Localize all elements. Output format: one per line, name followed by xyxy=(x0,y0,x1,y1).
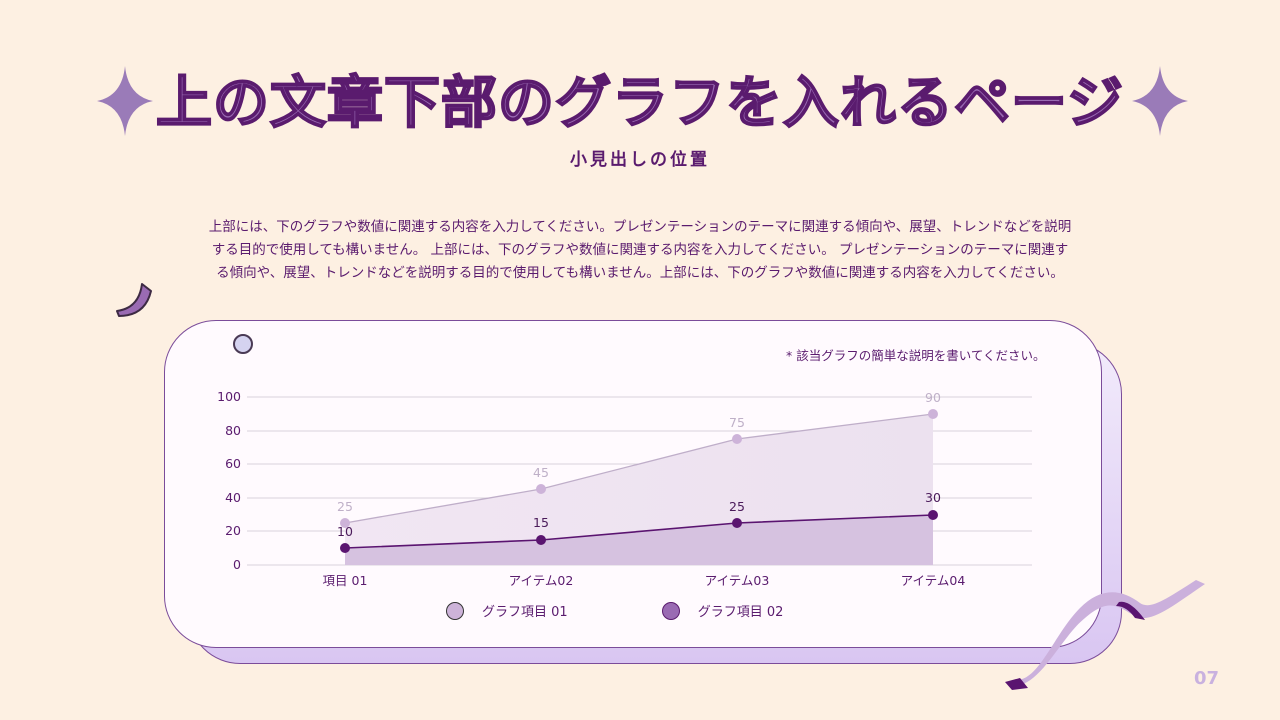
chart-legend: グラフ項目 01 グラフ項目 02 xyxy=(446,601,877,620)
svg-text:100: 100 xyxy=(217,389,241,404)
svg-text:75: 75 xyxy=(729,415,745,430)
svg-text:80: 80 xyxy=(225,423,241,438)
sparkle-right-icon xyxy=(1132,66,1188,136)
series-2-area xyxy=(345,515,933,565)
legend-swatch-icon xyxy=(661,601,680,620)
body-line: する目的で使用しても構いません。 上部には、下のグラフや数値に関連する内容を入力… xyxy=(211,242,1069,258)
svg-text:アイテム04: アイテム04 xyxy=(901,573,966,588)
legend-item: グラフ項目 01 xyxy=(446,601,568,620)
series-2-points xyxy=(340,510,938,553)
legend-swatch-icon xyxy=(446,601,464,620)
ribbon-decoration-icon xyxy=(1005,580,1205,690)
svg-text:10: 10 xyxy=(337,524,353,539)
svg-text:項目 01: 項目 01 xyxy=(323,573,368,588)
svg-text:25: 25 xyxy=(729,499,745,514)
crescent-moon-icon xyxy=(116,283,152,317)
svg-text:45: 45 xyxy=(533,465,549,480)
svg-text:アイテム02: アイテム02 xyxy=(509,573,574,588)
svg-text:30: 30 xyxy=(925,490,941,505)
chart-note: * 該当グラフの簡単な説明を書いてください。 xyxy=(786,348,1046,363)
body-paragraph: 上部には、下のグラフや数値に関連する内容を入力してください。プレゼンテーションの… xyxy=(160,216,1120,285)
svg-text:アイテム03: アイテム03 xyxy=(705,573,770,588)
body-line: 上部には、下のグラフや数値に関連する内容を入力してください。プレゼンテーションの… xyxy=(208,219,1072,235)
svg-text:0: 0 xyxy=(233,557,241,572)
body-line: る傾向や、展望、トレンドなどを説明する目的で使用しても構いません。上部には、下の… xyxy=(216,265,1064,281)
area-chart: 100 80 60 40 20 0 25 45 75 90 10 15 25 30 項目 0… xyxy=(217,389,1032,588)
svg-text:40: 40 xyxy=(225,490,241,505)
sparkle-left-icon xyxy=(97,66,153,136)
decorative-dot-icon xyxy=(233,334,253,354)
page-subtitle: 小見出しの位置 xyxy=(570,150,710,170)
svg-text:60: 60 xyxy=(225,456,241,471)
legend-label: グラフ項目 01 xyxy=(482,605,568,620)
svg-text:25: 25 xyxy=(337,499,353,514)
svg-text:15: 15 xyxy=(533,515,549,530)
y-axis-labels: 100 80 60 40 20 0 xyxy=(217,389,241,572)
series-1-data-labels: 25 45 75 90 xyxy=(337,390,941,514)
page-number: 07 xyxy=(1194,668,1220,689)
series-1-points xyxy=(340,409,938,528)
page-title: 上の文章下部のグラフを入れるページ xyxy=(155,70,1124,137)
x-axis-labels: 項目 01 アイテム02 アイテム03 アイテム04 xyxy=(323,573,966,588)
series-1-line xyxy=(344,413,934,524)
svg-text:90: 90 xyxy=(925,390,941,405)
svg-text:20: 20 xyxy=(225,523,241,538)
legend-item: グラフ項目 02 xyxy=(661,601,784,620)
legend-label: グラフ項目 02 xyxy=(697,605,784,620)
series-2-data-labels: 10 15 25 30 xyxy=(337,490,941,539)
series-2-line xyxy=(344,514,934,549)
